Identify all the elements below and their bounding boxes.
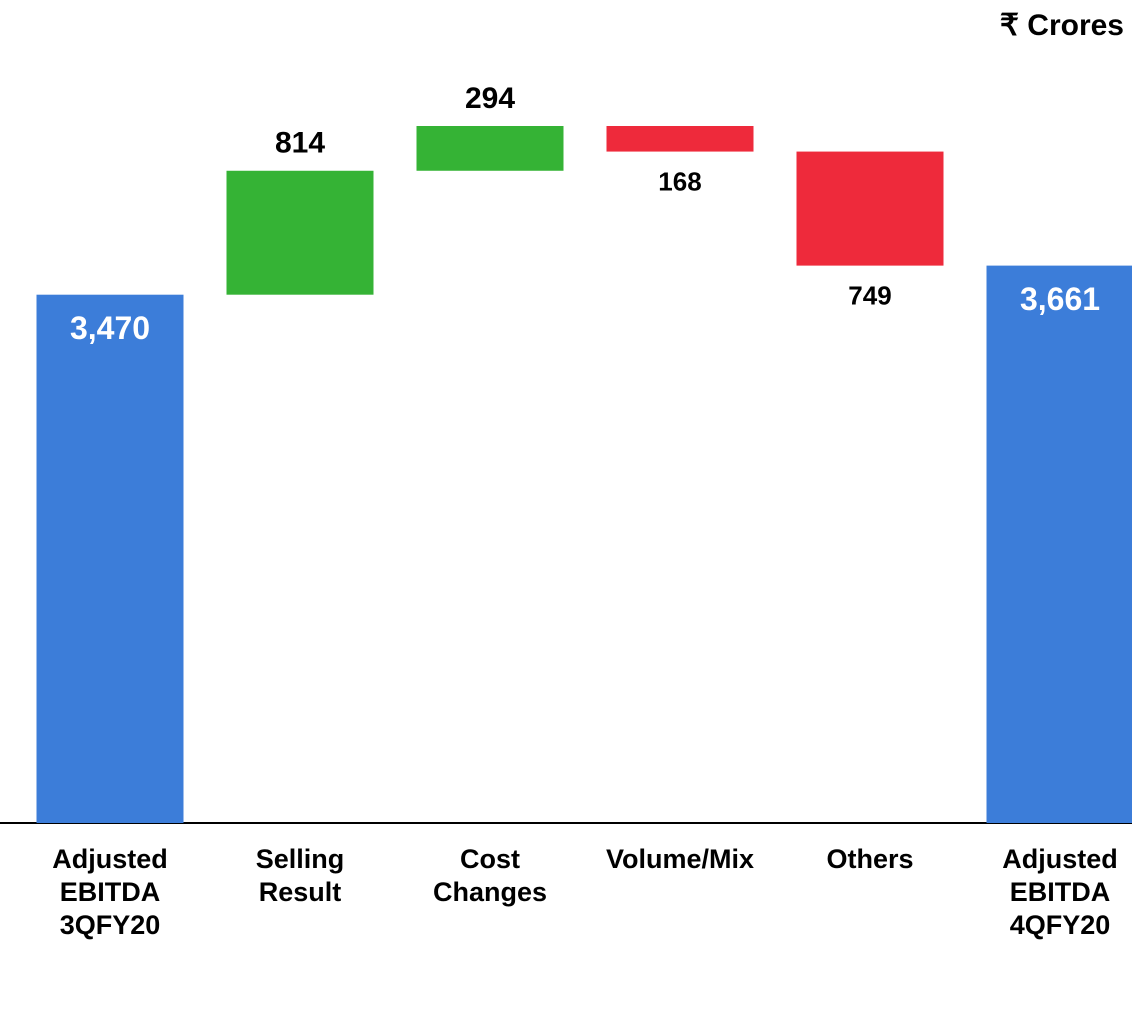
- x-tick-label: Adjusted EBITDA 3QFY20: [52, 844, 168, 940]
- value-label: 3,470: [70, 310, 150, 346]
- x-tick-label: Selling Result: [255, 844, 345, 907]
- bar: [796, 151, 944, 266]
- x-tick-label: Cost Changes: [432, 844, 548, 907]
- bar: [36, 294, 184, 823]
- bar: [986, 265, 1132, 823]
- value-label: 294: [465, 82, 515, 115]
- x-tick-label: Others: [826, 844, 914, 874]
- bar: [416, 126, 564, 171]
- x-tick-label: Volume/Mix: [605, 844, 755, 874]
- value-label: 3,661: [1020, 281, 1100, 317]
- bar: [226, 170, 374, 295]
- unit-label: ₹ Crores: [1000, 9, 1124, 42]
- value-label: 814: [275, 127, 325, 160]
- bar: [606, 126, 754, 152]
- x-tick-label: Adjusted EBITDA 4QFY20: [1002, 844, 1118, 940]
- value-label: 168: [658, 166, 701, 196]
- value-label: 749: [848, 280, 891, 310]
